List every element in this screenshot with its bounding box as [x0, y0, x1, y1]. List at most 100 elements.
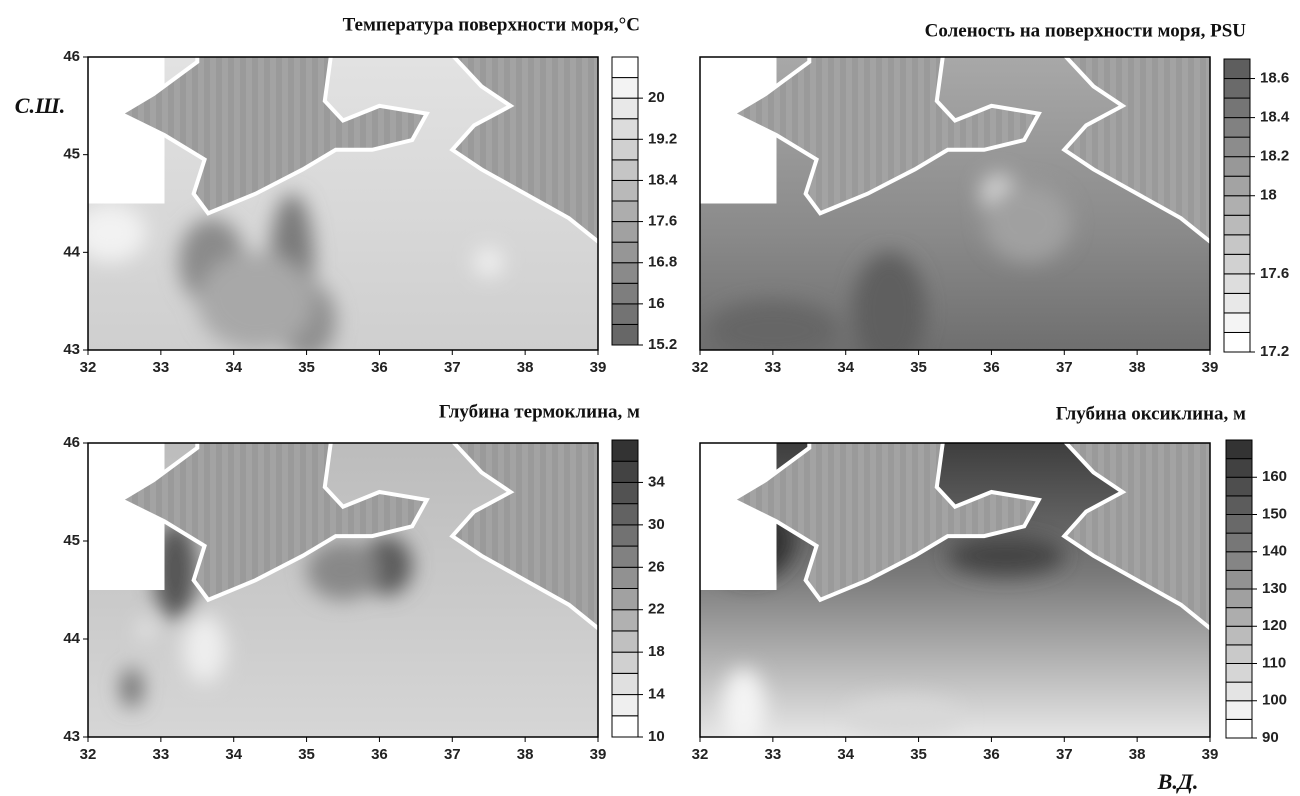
y-axis-label: С.Ш. — [15, 93, 65, 118]
colorbar-level — [1223, 175, 1251, 197]
panel: Глубина оксиклина, м 32 33 34 35 36 37 38 39 90 10… — [692, 403, 1287, 763]
colorbar-tick-label: 18.2 — [1260, 148, 1289, 165]
y-tick-label: 43 — [63, 728, 80, 745]
contour-blob — [845, 697, 963, 737]
x-tick-label: 33 — [153, 359, 170, 376]
colorbar-level — [611, 609, 639, 632]
colorbar-level — [611, 481, 639, 505]
contour-blob — [120, 668, 143, 708]
colorbar-level — [611, 651, 639, 674]
colorbar-level — [611, 282, 639, 305]
colorbar-level — [611, 262, 639, 284]
colorbar-level — [611, 588, 639, 611]
land — [116, 443, 430, 603]
chart-title: Глубина термоклина, м — [439, 401, 640, 422]
x-tick-label: 36 — [983, 359, 1000, 376]
y-tick-label: 46 — [63, 48, 80, 65]
colorbar-level — [1225, 514, 1253, 534]
x-tick-label: 32 — [692, 746, 709, 763]
land — [1061, 57, 1210, 245]
colorbar-level — [611, 715, 639, 738]
colorbar-level — [1225, 532, 1253, 553]
colorbar-level — [1223, 273, 1251, 294]
colorbar-level — [1223, 97, 1251, 119]
colorbar-tick-label: 20 — [648, 89, 665, 106]
colorbar-level — [1223, 136, 1251, 158]
colorbar-level — [611, 503, 639, 526]
chart-title: Глубина оксиклина, м — [1056, 403, 1246, 424]
colorbar-level — [1225, 588, 1253, 609]
x-tick-label: 34 — [225, 359, 242, 376]
colorbar-level — [611, 97, 639, 120]
colorbar-level — [611, 77, 639, 99]
contour-shading — [707, 174, 1072, 350]
colorbar-tick-label: 120 — [1262, 617, 1287, 634]
colorbar-tick-label: 16 — [648, 295, 665, 312]
colorbar-tick-label: 17.6 — [1260, 265, 1289, 282]
colorbar-level — [1225, 476, 1253, 497]
y-tick-label: 45 — [63, 146, 80, 163]
colorbar-tick-label: 18.4 — [1260, 109, 1290, 126]
x-tick-label: 33 — [765, 746, 782, 763]
contour-blob — [947, 536, 1065, 576]
x-tick-label: 39 — [590, 746, 607, 763]
x-tick-label: 34 — [837, 746, 854, 763]
x-tick-label: 36 — [371, 359, 388, 376]
colorbar-level — [1225, 681, 1253, 702]
colorbar-tick-label: 22 — [648, 601, 665, 618]
colorbar-level — [611, 672, 639, 696]
colorbar-tick-label: 110 — [1262, 654, 1286, 671]
colorbar-level — [611, 460, 639, 483]
colorbar-level — [611, 323, 639, 346]
colorbar-level — [1223, 253, 1251, 275]
map-field — [700, 57, 1210, 350]
colorbar-level — [1225, 495, 1253, 515]
x-tick-label: 38 — [517, 746, 534, 763]
x-tick-label: 34 — [225, 746, 242, 763]
panel: Глубина термоклина, м 32 33 34 35 36 37 38 39 43 4… — [63, 401, 665, 763]
colorbar-level — [1223, 58, 1251, 80]
contour-blob — [984, 183, 1072, 263]
colorbar-tick-label: 10 — [648, 728, 665, 745]
x-tick-label: 37 — [1056, 359, 1073, 376]
colorbar-tick-label: 17.2 — [1260, 343, 1289, 360]
x-axis-label: В.Д. — [1157, 769, 1199, 794]
y-tick-label: 45 — [63, 532, 80, 549]
contour-blob — [721, 668, 766, 737]
colorbar-tick-label: 17.6 — [648, 213, 677, 230]
colorbar-level — [611, 179, 639, 202]
colorbar-level — [1225, 458, 1253, 478]
colorbar-tick-label: 19.2 — [648, 130, 677, 147]
colorbar-level — [611, 303, 639, 325]
colorbar-level — [1225, 607, 1253, 627]
panel: Соленость на поверхности моря, PSU 32 33 34… — [692, 20, 1290, 376]
map-field — [88, 443, 598, 737]
colorbar-level — [1223, 312, 1251, 333]
x-tick-label: 32 — [692, 359, 709, 376]
colorbar-level — [611, 200, 639, 223]
colorbar-level — [611, 694, 639, 717]
plot-frame — [87, 442, 599, 738]
x-tick-label: 39 — [1202, 746, 1219, 763]
colorbar-level — [611, 524, 639, 547]
colorbar-level — [1225, 644, 1253, 664]
x-tick-label: 38 — [1129, 359, 1146, 376]
colorbar-tick-label: 18.6 — [1260, 70, 1289, 87]
colorbar-level — [1225, 569, 1253, 590]
colorbar-level — [611, 159, 639, 181]
y-tick-label: 43 — [63, 341, 80, 358]
plot-frame — [699, 442, 1211, 738]
x-tick-label: 35 — [298, 746, 315, 763]
colorbar-level — [1225, 625, 1253, 646]
colorbar-level — [1223, 117, 1251, 138]
contour-blob — [853, 252, 926, 350]
colorbar-level — [611, 630, 639, 653]
colorbar-level — [611, 118, 639, 140]
land — [1061, 443, 1210, 631]
colorbar-level — [1223, 331, 1251, 353]
colorbar-level — [611, 138, 639, 161]
contour-blob — [182, 614, 227, 684]
colorbar-level — [611, 221, 639, 243]
colorbar-level — [611, 566, 639, 589]
